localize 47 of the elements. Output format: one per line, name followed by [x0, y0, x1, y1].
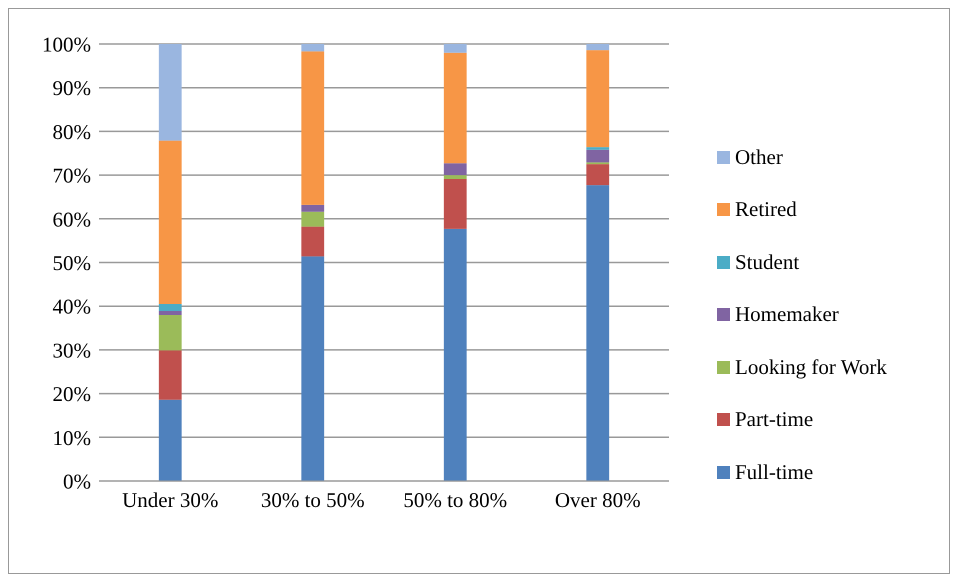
y-tick-label: 20%: [52, 382, 91, 406]
bar: [158, 44, 182, 141]
bar: [158, 311, 182, 315]
legend-label: Homemaker: [735, 302, 839, 328]
y-tick-label: 80%: [52, 120, 91, 144]
legend-label: Part-time: [735, 407, 814, 432]
legend-label: Other: [735, 144, 783, 170]
bar: [586, 50, 610, 148]
bar: [586, 185, 610, 481]
bar: [301, 44, 324, 52]
x-tick-label: Under 30%: [122, 488, 218, 512]
y-tick-label: 0%: [63, 469, 91, 494]
bar: [158, 350, 182, 400]
bar: [444, 163, 467, 176]
bar: [301, 204, 324, 212]
y-tick-label: 10%: [52, 426, 91, 450]
bar: [301, 212, 324, 227]
bar: [444, 52, 467, 164]
bar: [301, 226, 324, 256]
bar: [158, 400, 182, 481]
legend-label: Full-time: [735, 460, 814, 485]
bar: [301, 256, 324, 481]
bar: [444, 228, 467, 481]
bar: [158, 304, 182, 312]
bar: [586, 44, 610, 50]
bar: [444, 44, 467, 53]
legend-label: Student: [735, 250, 800, 275]
y-tick-label: 30%: [52, 338, 91, 362]
bar: [301, 51, 324, 205]
y-tick-label: 70%: [52, 164, 91, 188]
legend-label: Looking for Work: [735, 354, 887, 380]
legend-label: Retired: [735, 197, 797, 222]
bar: [444, 175, 467, 180]
y-tick-label: 40%: [52, 294, 91, 319]
bar: [158, 314, 182, 350]
bar: [586, 147, 610, 150]
bar: [158, 140, 182, 304]
y-tick-label: 60%: [52, 207, 91, 232]
bar: [444, 179, 467, 229]
x-tick-label: Over 80%: [554, 488, 641, 512]
x-tick-label: 50% to 80%: [403, 488, 508, 512]
y-tick-label: 50%: [52, 250, 91, 275]
x-tick-label: 30% to 50%: [260, 488, 365, 512]
bar: [586, 164, 610, 186]
y-tick-label: 90%: [52, 76, 91, 100]
bar: [586, 150, 610, 162]
y-tick-label: 100%: [42, 32, 91, 56]
